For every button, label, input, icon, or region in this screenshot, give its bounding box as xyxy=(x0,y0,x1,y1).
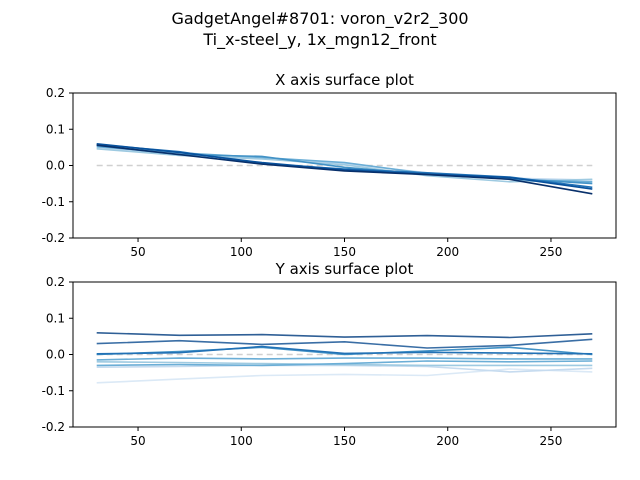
y-tick-label: -0.1 xyxy=(42,384,65,398)
x-tick-label: 50 xyxy=(130,245,145,259)
series-line-5 xyxy=(96,357,593,361)
y-tick-label: -0.2 xyxy=(42,420,65,434)
x-axis-surface-plot: 50 100 150 200 250 -0.2 -0.1 0.0 0.1 0.2 X axis su… xyxy=(42,71,617,259)
series-line-8 xyxy=(96,338,593,349)
y-tick-label: 0.0 xyxy=(46,348,65,362)
x-tick-label: 200 xyxy=(436,434,459,448)
y-tick-label: 0.0 xyxy=(46,159,65,173)
x-tick-label: 150 xyxy=(333,434,356,448)
series-line-9 xyxy=(96,332,593,339)
y-axis-surface-plot: 50 100 150 200 250 -0.2 -0.1 0.0 0.1 0.2 Y axis su… xyxy=(42,260,617,448)
y-tick-label: 0.2 xyxy=(46,86,65,100)
y-tick-label: 0.2 xyxy=(46,275,65,289)
figure-suptitle-line2: Ti_x-steel_y, 1x_mgn12_front xyxy=(202,30,436,50)
figure-suptitle-line1: GadgetAngel#8701: voron_v2r2_300 xyxy=(171,9,468,29)
y-tick-label: -0.1 xyxy=(42,195,65,209)
x-tick-label: 50 xyxy=(130,434,145,448)
plot-title: X axis surface plot xyxy=(275,71,414,89)
y-tick-label: -0.2 xyxy=(42,231,65,245)
x-tick-label: 250 xyxy=(540,434,563,448)
series-line-4 xyxy=(96,360,593,367)
y-tick-label: 0.1 xyxy=(46,122,65,136)
y-tick-label: 0.1 xyxy=(46,311,65,325)
series-line-3 xyxy=(96,361,593,367)
x-tick-label: 150 xyxy=(333,245,356,259)
x-tick-label: 100 xyxy=(230,434,253,448)
x-tick-label: 250 xyxy=(540,245,563,259)
series-line-7 xyxy=(96,144,593,195)
series-line-1 xyxy=(96,368,593,384)
series-line-7 xyxy=(96,345,593,355)
x-tick-label: 100 xyxy=(230,245,253,259)
x-tick-label: 200 xyxy=(436,245,459,259)
series-line-6 xyxy=(96,346,593,356)
plot-title: Y axis surface plot xyxy=(275,260,414,278)
series-line-6 xyxy=(96,143,593,190)
